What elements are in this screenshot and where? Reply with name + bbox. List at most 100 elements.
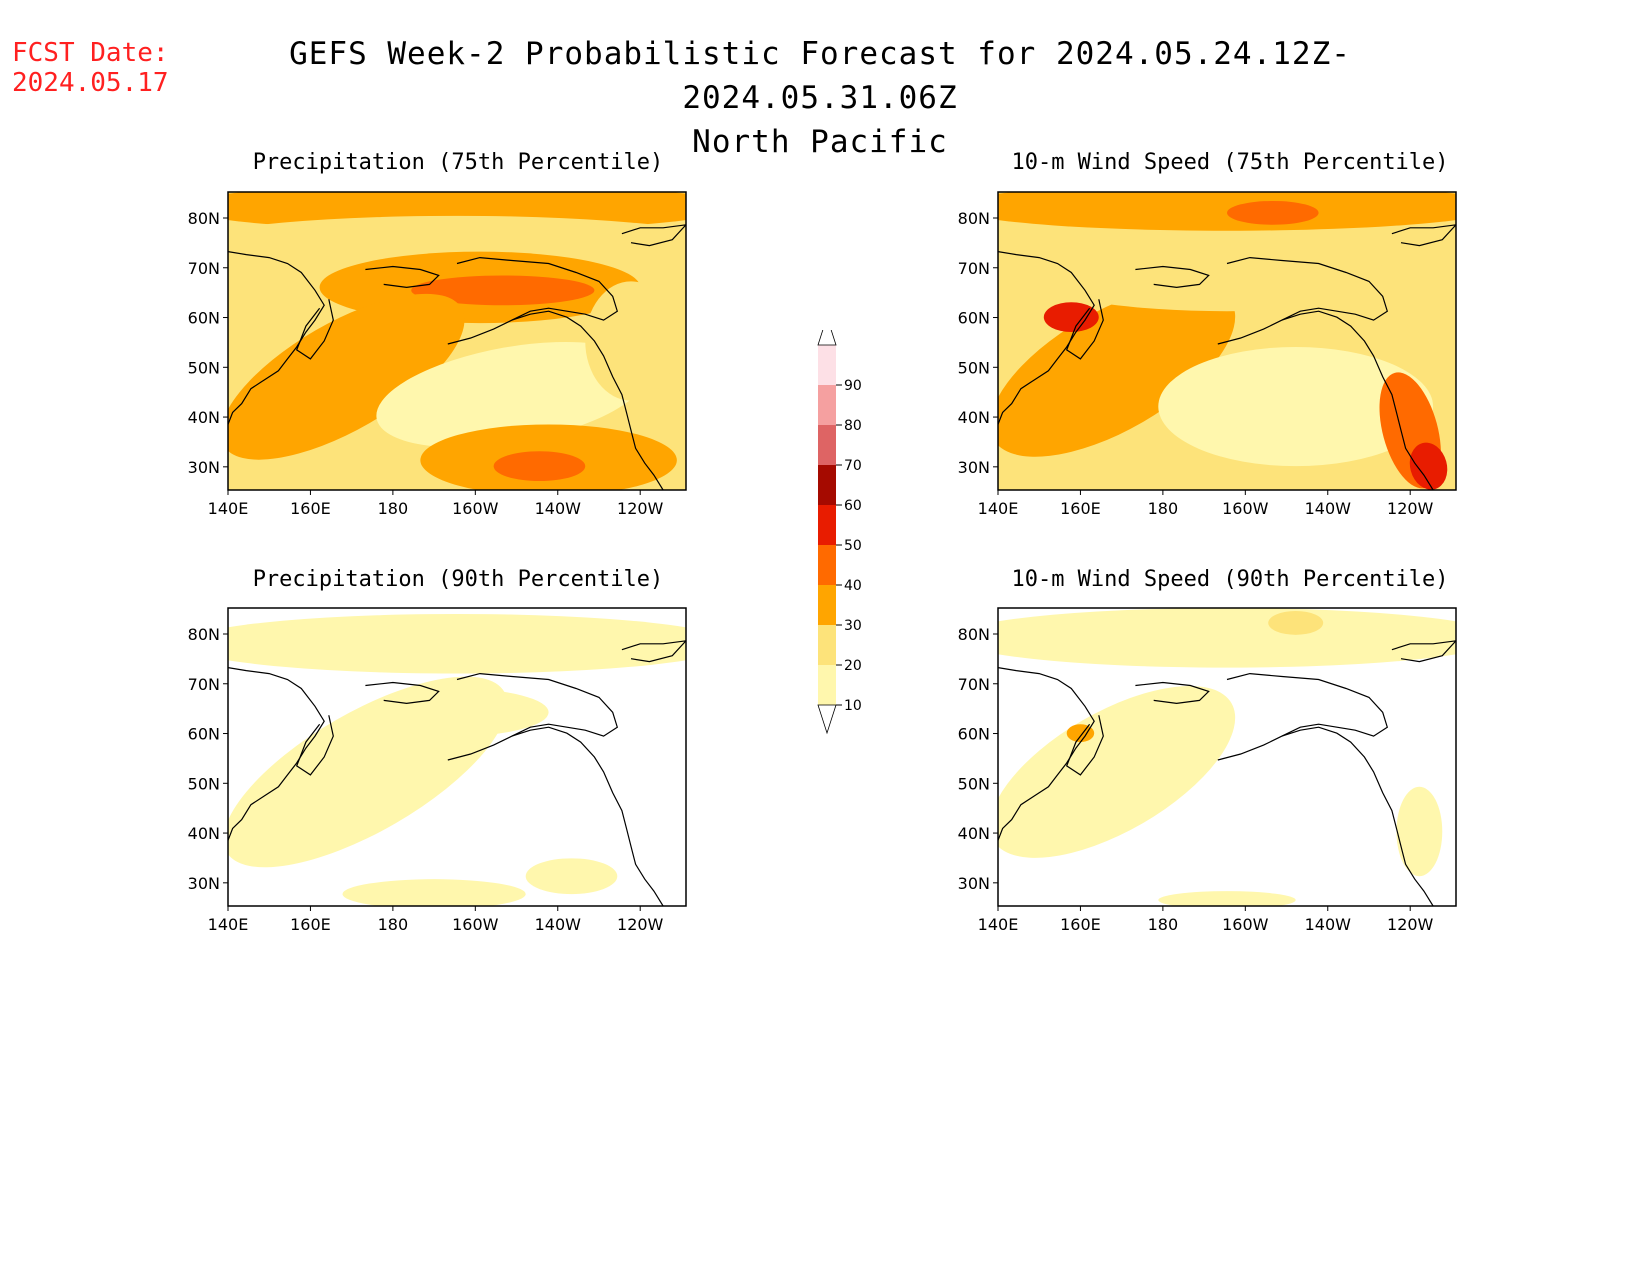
map-frame	[997, 191, 1457, 491]
colorbar-bottom-cap	[817, 704, 837, 735]
lat-tick-label: 40N	[188, 824, 220, 843]
forecast-contour	[998, 284, 1236, 457]
lat-tick-label: 80N	[958, 625, 990, 644]
main-title: GEFS Week-2 Probabilistic Forecast for 2…	[289, 36, 1351, 116]
lon-tick-label: 140E	[208, 499, 249, 518]
lon-tick-label: 140E	[208, 915, 249, 934]
lon-tick-label: 140W	[535, 499, 582, 518]
lon-tick-label: 120W	[617, 915, 664, 934]
colorbar-label: 80	[844, 418, 862, 434]
colorbar-segment	[818, 505, 836, 545]
forecast-contour	[411, 275, 595, 306]
forecast-contour	[1043, 302, 1099, 333]
map-frame	[227, 607, 687, 907]
forecast-contour	[525, 858, 618, 895]
lon-tick-label: 140E	[978, 915, 1019, 934]
coastline	[1217, 672, 1389, 761]
coastline	[621, 640, 686, 663]
lat-tick-label: 30N	[958, 458, 990, 477]
coastline	[1281, 310, 1434, 490]
colorbar: 10 20 30 40 50 60 70 80 90	[817, 330, 862, 735]
colorbar-label: 70	[844, 458, 862, 474]
forecast-contour	[365, 688, 549, 737]
forecast-contour	[1158, 891, 1296, 906]
coastline	[365, 681, 440, 705]
colorbar-label: 10	[844, 698, 862, 714]
map-precip90: 140E 160E 180 160W 140W 120W 80N 70N 60N 50N 40N 30…	[188, 607, 687, 934]
map-frame	[227, 191, 687, 491]
main-subtitle: North Pacific	[692, 124, 948, 160]
forecast-contour	[998, 608, 1456, 668]
coastline	[998, 251, 1095, 425]
coastline	[1135, 265, 1210, 289]
colorbar-label: 60	[844, 498, 862, 514]
forecast-contour	[1227, 200, 1319, 225]
panel-title-precip75: Precipitation (75th Percentile)	[252, 150, 664, 175]
panel-title-wind90: 10-m Wind Speed (90th Percentile)	[1011, 567, 1449, 592]
coastline	[447, 256, 619, 345]
coastline	[228, 251, 325, 425]
lon-tick-label: 160W	[452, 915, 499, 934]
lon-tick-label: 180	[1148, 915, 1179, 934]
lat-tick-label: 30N	[188, 458, 220, 477]
coastline	[1135, 681, 1210, 705]
lat-tick-label: 60N	[188, 725, 220, 744]
lat-tick-label: 50N	[188, 358, 220, 377]
lat-tick-label: 80N	[188, 209, 220, 228]
lat-tick-label: 50N	[958, 358, 990, 377]
forecast-contour	[998, 685, 1236, 858]
forecast-contour	[1158, 346, 1434, 467]
forecast-contour	[228, 293, 465, 460]
coastline	[447, 672, 619, 761]
map-fill	[228, 608, 686, 906]
lon-tick-label: 160E	[1060, 499, 1101, 518]
lon-tick-label: 160W	[1222, 499, 1269, 518]
lon-tick-label: 160W	[1222, 915, 1269, 934]
lat-tick-label: 70N	[188, 675, 220, 694]
map-fill	[228, 192, 686, 490]
fcst-date-value: 2024.05.17	[12, 68, 169, 98]
coastline	[621, 224, 686, 247]
coastline	[295, 299, 334, 360]
lat-tick-label: 40N	[958, 408, 990, 427]
colorbar-segment	[818, 665, 836, 705]
forecast-contour	[998, 192, 1456, 231]
lon-tick-label: 180	[1148, 499, 1179, 518]
lat-tick-label: 60N	[958, 309, 990, 328]
lon-tick-label: 140W	[1305, 915, 1352, 934]
lat-tick-label: 50N	[188, 774, 220, 793]
lat-tick-label: 60N	[958, 725, 990, 744]
forecast-contour	[585, 281, 677, 401]
coastline	[1391, 640, 1456, 663]
forecast-contour	[1066, 724, 1095, 743]
map-wind90: 140E 160E 180 160W 140W 120W 80N 70N 60N 50N 40N 30…	[958, 607, 1457, 934]
colorbar-label: 50	[844, 538, 862, 554]
lat-tick-label: 60N	[188, 309, 220, 328]
lon-tick-label: 140W	[1305, 499, 1352, 518]
colorbar-segment	[818, 625, 836, 665]
main-title-block: GEFS Week-2 Probabilistic Forecast for 2…	[190, 32, 1450, 164]
coastline	[1065, 715, 1104, 776]
lon-tick-label: 140E	[978, 499, 1019, 518]
forecast-date-label: FCST Date: 2024.05.17	[12, 38, 169, 98]
colorbar-segment	[818, 385, 836, 425]
map-fill	[998, 192, 1456, 490]
colorbar-label: 30	[844, 618, 862, 634]
coastline	[365, 265, 440, 289]
map-wind75: 140E 160E 180 160W 140W 120W 80N 70N 60N 50N 40N 30…	[958, 191, 1457, 518]
lat-tick-label: 80N	[188, 625, 220, 644]
map-fill	[998, 608, 1456, 906]
lat-tick-label: 40N	[188, 408, 220, 427]
coastline	[1217, 256, 1389, 345]
forecast-contour	[1396, 786, 1443, 877]
colorbar-label: 90	[844, 378, 862, 394]
coastline	[998, 667, 1095, 841]
coastline	[511, 310, 664, 490]
lat-tick-label: 30N	[188, 874, 220, 893]
lon-tick-label: 160E	[1060, 915, 1101, 934]
colorbar-top-cap	[817, 330, 837, 346]
lon-tick-label: 160E	[290, 915, 331, 934]
lon-tick-label: 140W	[535, 915, 582, 934]
forecast-contour	[1231, 421, 1278, 452]
lat-tick-label: 50N	[958, 774, 990, 793]
